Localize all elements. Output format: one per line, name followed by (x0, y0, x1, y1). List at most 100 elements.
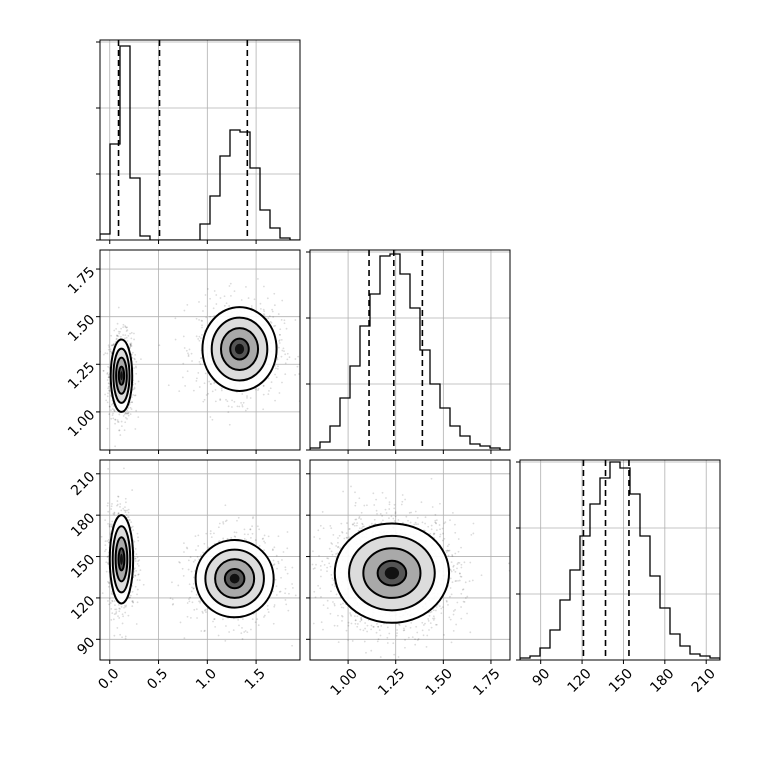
sample-point (230, 536, 233, 539)
sample-point (108, 523, 111, 526)
sample-point (107, 392, 109, 395)
sample-point (466, 595, 469, 598)
sample-point (116, 334, 119, 337)
sample-point (246, 395, 248, 397)
sample-point (113, 329, 116, 332)
sample-point (108, 376, 111, 379)
sample-point (385, 497, 387, 499)
contour-line-2-2 (214, 558, 256, 599)
sample-point (329, 612, 332, 615)
sample-point (257, 278, 259, 280)
sample-point (281, 299, 284, 302)
sample-point (107, 376, 110, 379)
sample-point (404, 639, 406, 641)
sample-point (326, 557, 329, 560)
sample-point (267, 317, 270, 320)
sample-point (202, 612, 204, 614)
sample-point (192, 389, 195, 392)
sample-point (130, 331, 133, 334)
sample-point (332, 579, 335, 582)
sample-point (277, 365, 279, 368)
sample-point (302, 570, 304, 572)
sample-point (275, 367, 277, 370)
sample-point (401, 494, 404, 496)
sample-point (330, 590, 332, 593)
sample-point (108, 382, 111, 385)
sample-point (129, 343, 132, 346)
sample-point (261, 538, 264, 540)
sample-point (195, 593, 198, 596)
sample-point (361, 523, 364, 526)
sample-point (127, 508, 130, 511)
sample-point (182, 574, 185, 577)
sample-point (207, 546, 210, 549)
sample-point (410, 621, 413, 624)
sample-point (133, 387, 136, 390)
sample-point (236, 519, 238, 522)
sample-point (294, 358, 297, 360)
density-level-2-5 (229, 573, 240, 584)
sample-point (407, 519, 409, 522)
histogram-grid (520, 460, 720, 661)
sample-point (435, 623, 438, 626)
sample-point (124, 412, 127, 415)
sample-point (134, 547, 137, 550)
sample-point (188, 348, 191, 351)
sample-point (174, 317, 177, 320)
sample-point (110, 344, 113, 347)
sample-point (433, 617, 436, 620)
sample-point (132, 393, 135, 396)
sample-point (199, 601, 201, 604)
sample-point (126, 509, 129, 512)
sample-point (191, 601, 194, 604)
sample-point (120, 509, 123, 512)
sample-point (107, 539, 110, 541)
sample-point (124, 334, 127, 337)
sample-point (319, 587, 322, 590)
sample-point (234, 535, 237, 538)
sample-point (195, 335, 198, 338)
sample-point (259, 302, 262, 305)
sample-point (114, 422, 116, 425)
sample-point (125, 326, 128, 329)
sample-point (130, 408, 133, 411)
sample-point (121, 622, 124, 625)
sample-point (117, 512, 120, 515)
sample-point (184, 385, 187, 387)
sample-point (322, 628, 324, 631)
sample-point (107, 382, 110, 384)
sample-point (135, 365, 137, 368)
sample-point (263, 314, 266, 317)
sample-point (301, 564, 303, 566)
sample-point (130, 401, 133, 404)
sample-point (107, 580, 109, 583)
sample-point (231, 406, 233, 408)
sample-point (183, 309, 186, 312)
sample-point (222, 521, 225, 523)
density-level-1-5 (120, 371, 123, 381)
sample-point (392, 642, 395, 645)
sample-point (382, 519, 384, 522)
sample-point (225, 625, 227, 627)
sample-point (272, 559, 275, 562)
sample-point (196, 555, 199, 558)
sample-point (222, 618, 224, 621)
sample-point (227, 405, 230, 408)
sample-point (257, 389, 259, 392)
sample-point (137, 416, 140, 419)
sample-point (104, 393, 107, 396)
sample-point (126, 326, 128, 329)
sample-point (284, 373, 287, 376)
sample-point (108, 582, 111, 584)
sample-point (366, 630, 369, 633)
sample-point (124, 325, 127, 327)
sample-point (130, 345, 133, 347)
sample-point (104, 550, 106, 553)
sample-point (296, 365, 299, 368)
sample-point (110, 350, 112, 353)
sample-point (114, 445, 117, 448)
sample-point (348, 536, 351, 539)
sample-point (277, 313, 280, 315)
sample-point (393, 520, 396, 522)
sample-point (358, 516, 361, 518)
